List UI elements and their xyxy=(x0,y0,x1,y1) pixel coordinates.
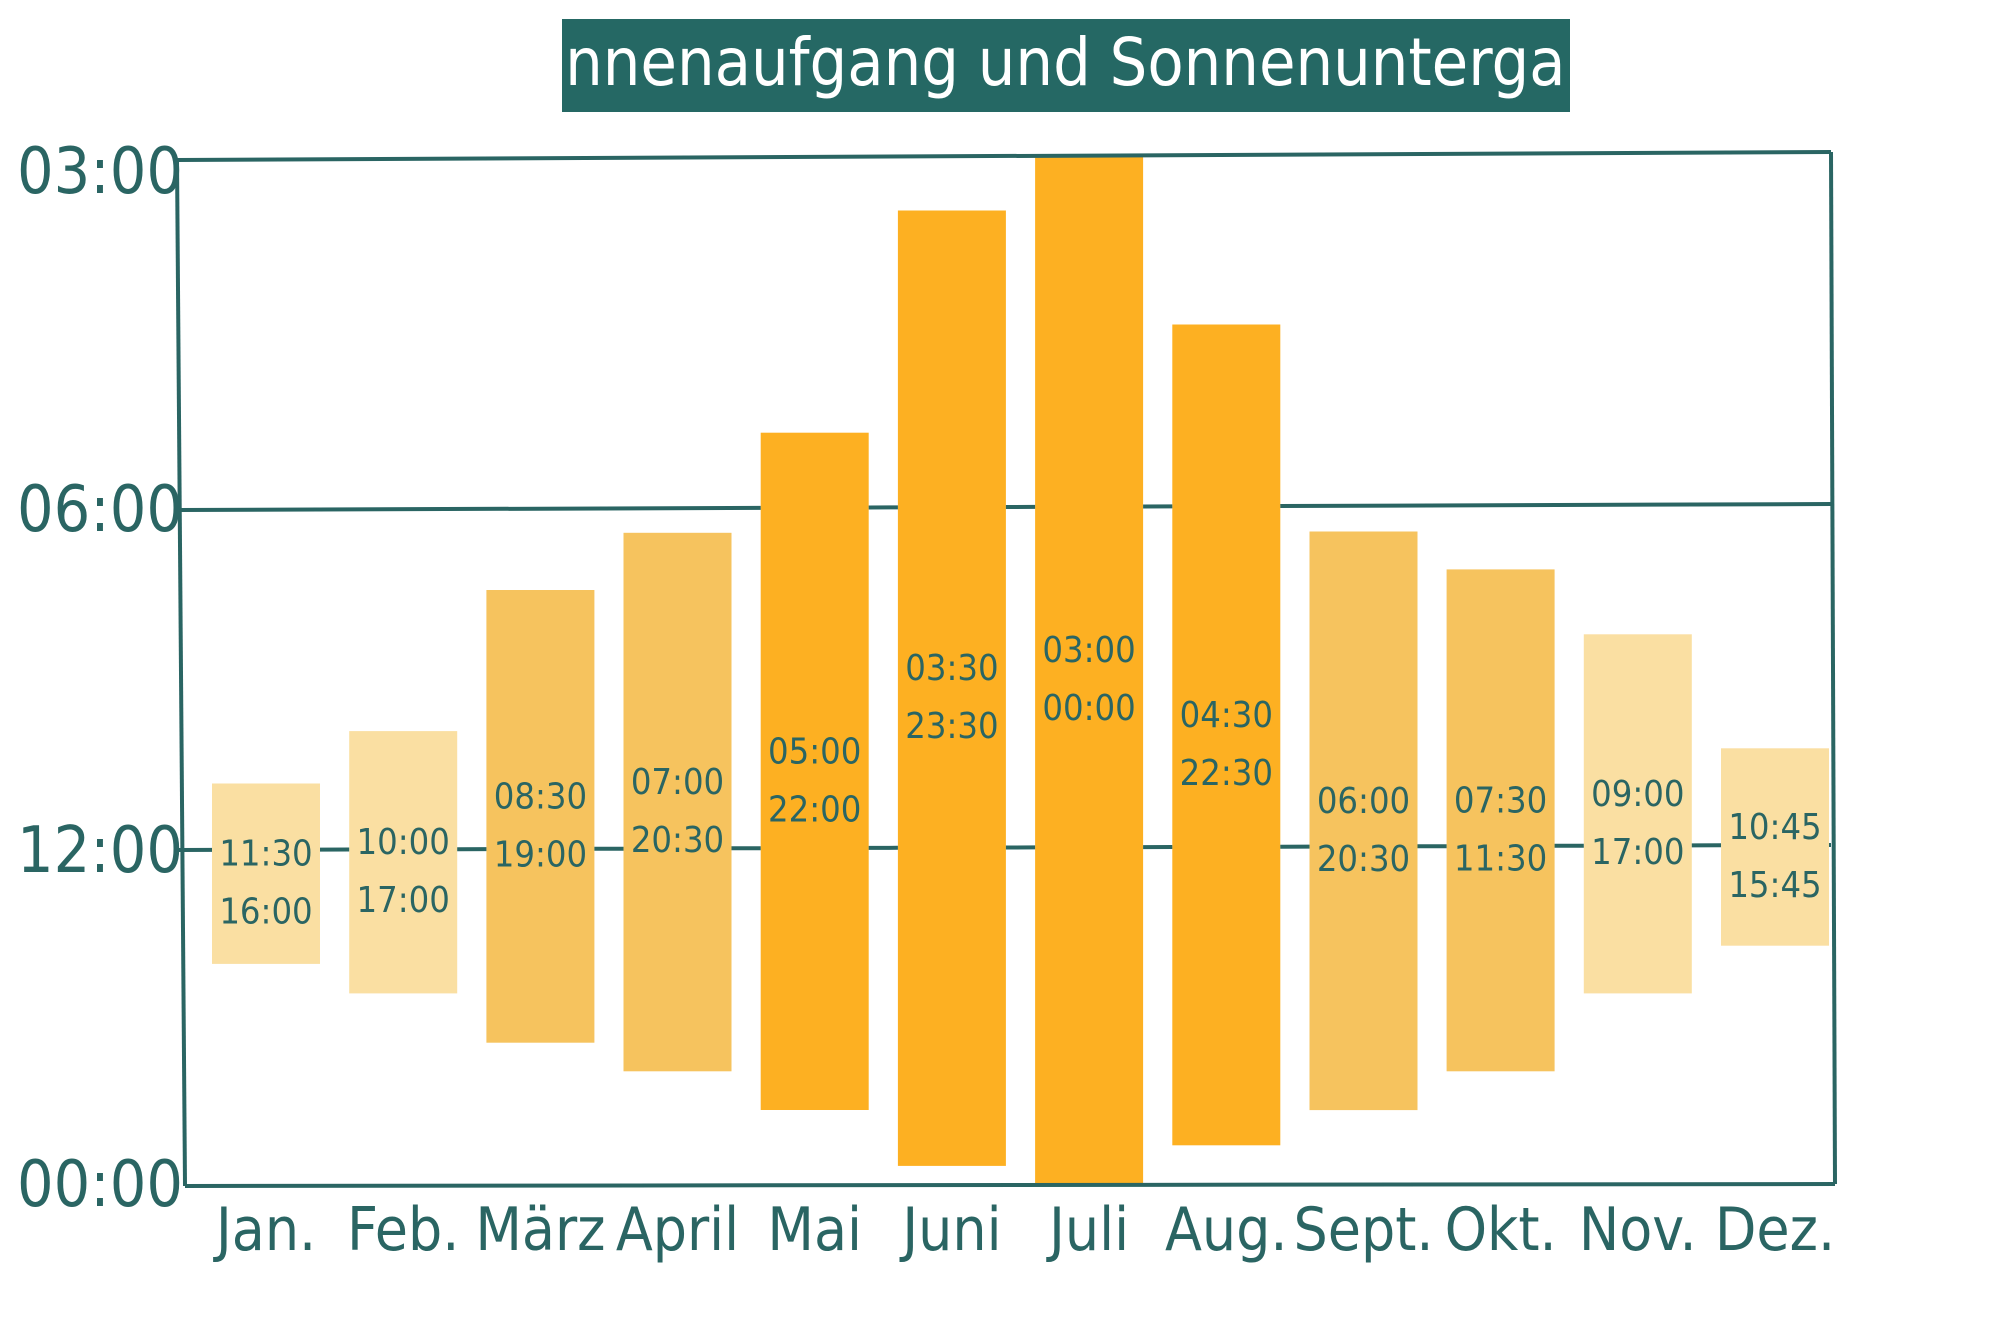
x-tick-label: April xyxy=(616,1195,739,1265)
bar-nov xyxy=(1583,634,1692,994)
chart-title: Sonnenaufgang und Sonnenuntergang xyxy=(491,24,1641,101)
bar-jan xyxy=(212,783,320,964)
gridline-06 xyxy=(179,505,761,512)
frame-right xyxy=(1829,151,1837,1185)
sunrise-label: 10:00 xyxy=(357,822,450,863)
sunset-label: 16:00 xyxy=(219,892,312,933)
x-axis-ticks: Jan. Feb. März April Mai Juni Juli Aug. Sept. Okt… xyxy=(213,1195,1835,1265)
sunrise-label: 09:00 xyxy=(1591,774,1684,815)
sunrise-label: 07:00 xyxy=(631,762,724,803)
sunrise-label: 07:30 xyxy=(1454,780,1547,821)
x-tick-label: Juli xyxy=(1046,1195,1129,1265)
sunrise-label: 05:00 xyxy=(768,731,861,772)
y-tick-label: 06:00 xyxy=(17,473,183,547)
sunset-label: 17:00 xyxy=(1591,832,1684,873)
sunset-label: 23:30 xyxy=(905,706,998,747)
y-tick-label: 03:00 xyxy=(17,135,183,209)
bar-sept xyxy=(1309,531,1418,1111)
sunset-label: 15:45 xyxy=(1728,865,1821,906)
x-tick-label: Juni xyxy=(899,1195,1001,1265)
x-tick-label: Nov. xyxy=(1579,1195,1697,1265)
bar-juni xyxy=(897,210,1006,1166)
sunset-label: 20:30 xyxy=(631,820,724,861)
bar-märz xyxy=(486,590,595,1043)
x-tick-label: Mai xyxy=(767,1195,862,1265)
x-tick-label: Okt. xyxy=(1445,1195,1557,1265)
gridline-06 xyxy=(1280,502,1832,508)
sunset-label: 17:00 xyxy=(357,880,450,921)
frame-bottom xyxy=(184,1182,1836,1188)
bar-juli xyxy=(1035,156,1144,1184)
bar-april xyxy=(623,532,732,1072)
bars-group xyxy=(212,156,1829,1184)
bar-dez xyxy=(1721,748,1829,946)
x-tick-label: Sept. xyxy=(1293,1195,1433,1265)
x-tick-label: Aug. xyxy=(1165,1195,1288,1265)
x-tick-label: Dez. xyxy=(1715,1195,1835,1265)
sunset-label: 22:30 xyxy=(1180,753,1273,794)
sunrise-label: 11:30 xyxy=(219,834,312,875)
bar-okt xyxy=(1446,569,1555,1072)
bar-feb xyxy=(349,731,458,994)
sunrise-label: 06:00 xyxy=(1317,781,1410,822)
bar-aug xyxy=(1172,324,1281,1146)
x-tick-label: Jan. xyxy=(213,1195,316,1265)
x-tick-label: März xyxy=(475,1195,605,1265)
sunrise-label: 04:30 xyxy=(1180,695,1273,736)
sunset-label: 00:00 xyxy=(1042,688,1135,729)
sunset-label: 19:00 xyxy=(494,834,587,875)
chart-frame xyxy=(175,150,1837,1188)
sunrise-label: 03:30 xyxy=(905,648,998,689)
chart-title-background xyxy=(562,19,1570,112)
x-tick-label: Feb. xyxy=(347,1195,459,1265)
frame-left xyxy=(175,159,187,1187)
bar-mai xyxy=(760,432,869,1110)
sunset-label: 20:30 xyxy=(1317,839,1410,880)
sunrise-label: 03:00 xyxy=(1042,630,1135,671)
y-tick-label: 12:00 xyxy=(17,814,183,888)
sunset-label: 11:30 xyxy=(1454,838,1547,879)
sunrise-label: 08:30 xyxy=(494,776,587,817)
bar-labels-group: 11:30 16:00 10:00 17:00 08:30 19:00 07:00 20:30… xyxy=(219,630,1821,933)
y-axis-ticks: 03:00 06:00 12:00 00:00 xyxy=(17,135,183,1222)
y-tick-label: 00:00 xyxy=(17,1148,183,1222)
frame-top xyxy=(176,150,1832,162)
sunset-label: 22:00 xyxy=(768,789,861,830)
sunrise-label: 10:45 xyxy=(1728,807,1821,848)
